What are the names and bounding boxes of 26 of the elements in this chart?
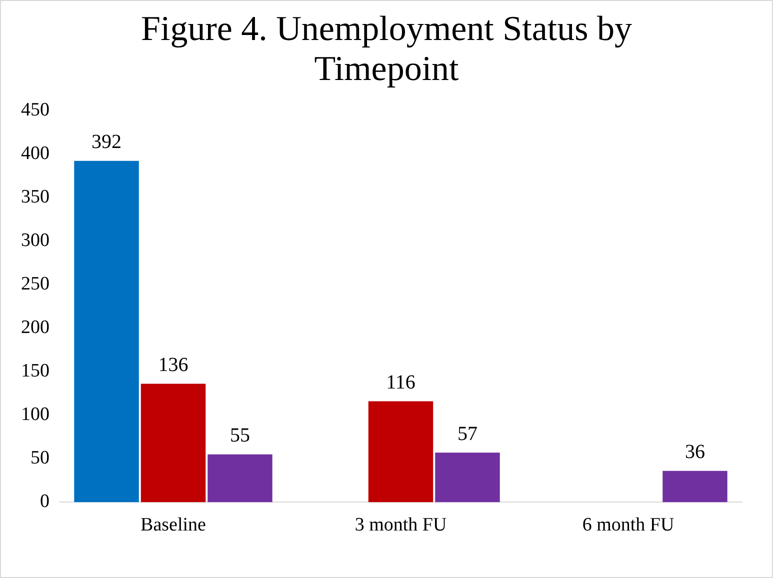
y-tick-label: 150 [21,360,50,382]
y-tick-label: 400 [21,142,50,164]
bar [74,160,139,502]
y-tick-label: 350 [21,186,50,208]
y-tick-label: 300 [21,230,50,251]
bar [368,401,434,502]
bar [208,454,272,502]
y-tick-label: 250 [21,274,50,295]
x-tick-label: 6 month FU [582,514,674,536]
bar [140,384,206,502]
bar [435,452,500,502]
data-label: 36 [684,441,705,464]
x-tick-label: 3 month FU [354,514,447,536]
y-tick-label: 450 [21,99,50,120]
data-label: 57 [457,422,478,445]
data-label: 392 [92,131,122,154]
y-tick-label: 0 [40,491,50,512]
chart-title: Figure 4. Unemployment Status by Timepoint [140,9,633,89]
y-tick-label: 50 [30,448,50,469]
data-label: 116 [386,371,416,394]
data-label: 55 [230,424,250,447]
bar [662,470,728,502]
y-tick-label: 200 [21,317,50,338]
y-tick-label: 100 [21,404,50,426]
x-tick-label: Baseline [140,514,206,536]
data-label: 136 [158,354,188,376]
